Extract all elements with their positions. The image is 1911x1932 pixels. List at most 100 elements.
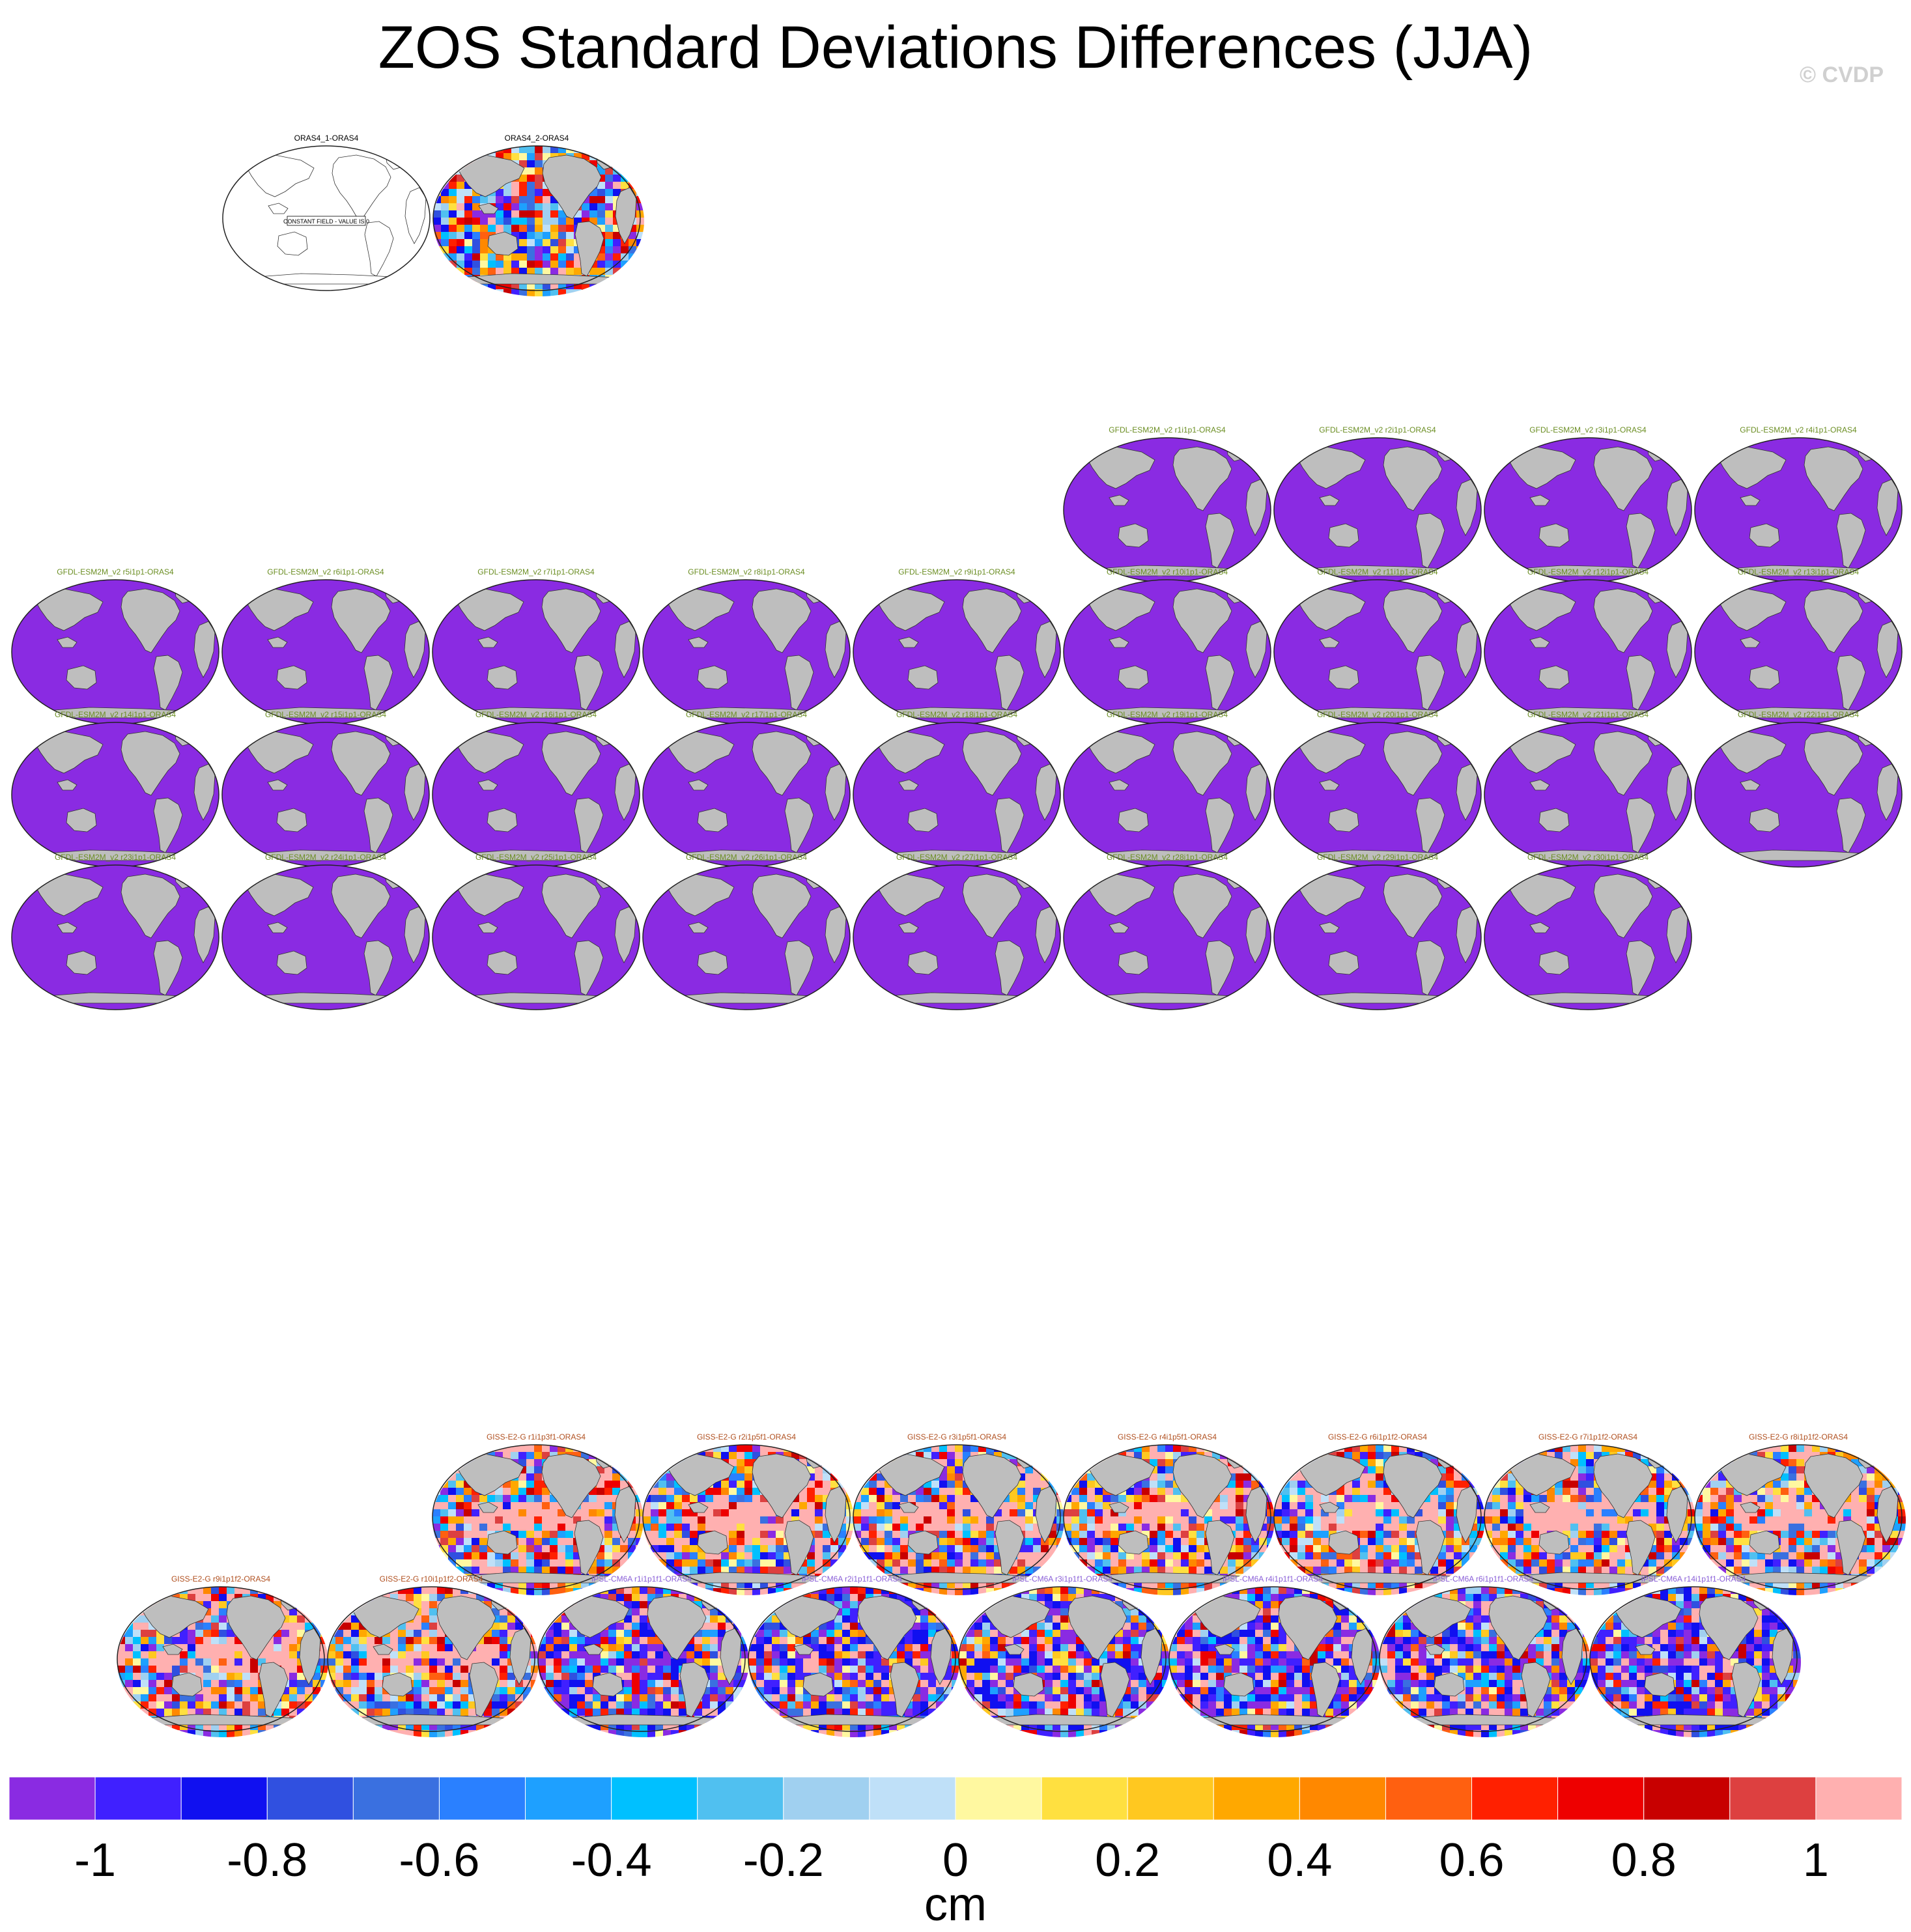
panel-title: GFDL-ESM2M_v2 r24i1p1-ORAS4 [265,853,386,862]
colorbar-unit-label: cm [924,1879,987,1931]
panel-title: GFDL-ESM2M_v2 r13i1p1-ORAS4 [1738,567,1859,576]
map-panel: GFDL-ESM2M_v2 r24i1p1-ORAS4 [221,853,430,1010]
map-panel: GFDL-ESM2M_v2 r26i1p1-ORAS4 [642,853,851,1010]
map-panel: ORAS4_1-ORAS4 CONSTANT FIELD - VALUE IS 0 [222,134,431,291]
colorbar-box [8,1776,96,1821]
colorbar-box [783,1776,870,1821]
colorbar-box [438,1776,526,1821]
map-field [432,580,640,724]
colorbar-tick-label: 0.2 [1095,1834,1160,1886]
panel-title: GFDL-ESM2M_v2 r30i1p1-ORAS4 [1527,853,1649,862]
map-panel: GFDL-ESM2M_v2 r13i1p1-ORAS4 [1694,567,1903,725]
panel-title: IPSL-CM6A r2i1p1f1-ORAS4 [802,1574,902,1584]
colorbar-tick-label: -0.4 [571,1834,652,1886]
panel-title: GFDL-ESM2M_v2 r14i1p1-ORAS4 [55,710,176,719]
map-panel: GFDL-ESM2M_v2 r17i1p1-ORAS4 [642,710,851,868]
colorbar-box [525,1776,612,1821]
panel-title: GFDL-ESM2M_v2 r11i1p1-ORAS4 [1317,567,1438,576]
map-field [1380,1587,1591,1737]
map-panel: GFDL-ESM2M_v2 r9i1p1-ORAS4 [853,567,1061,725]
panel-title: GFDL-ESM2M_v2 r21i1p1-ORAS4 [1527,710,1649,719]
colorbar-tick-label: -0.8 [227,1834,307,1886]
map-field [1064,865,1271,1010]
panel-title: GISS-E2-G r7i1p1f2-ORAS4 [1538,1432,1637,1442]
colorbar-box [611,1776,698,1821]
map-field [1064,580,1271,724]
colorbar-box [697,1776,784,1821]
panel-title: ORAS4_1-ORAS4 [294,134,359,143]
map-panel: GFDL-ESM2M_v2 r19i1p1-ORAS4 [1063,710,1271,868]
panel-title: GFDL-ESM2M_v2 r28i1p1-ORAS4 [1107,853,1228,862]
map-field [1695,438,1902,582]
panel-title: GISS-E2-G r3i1p5f1-ORAS4 [907,1432,1006,1442]
map-field [432,722,640,867]
copyright-label: © CVDP [1800,63,1884,87]
colorbar-box [352,1776,440,1821]
map-panel: GFDL-ESM2M_v2 r23i1p1-ORAS4 [11,853,219,1010]
panel-title: GFDL-ESM2M_v2 r3i1p1-ORAS4 [1529,425,1647,434]
figure-title: ZOS Standard Deviations Differences (JJA… [378,14,1533,81]
map-panel: GFDL-ESM2M_v2 r28i1p1-ORAS4 [1063,853,1271,1010]
panel-title: GISS-E2-G r9i1p1f2-ORAS4 [171,1574,270,1584]
map-panel: GFDL-ESM2M_v2 r2i1p1-ORAS4 [1273,425,1482,583]
map-field [1274,580,1481,724]
panel-title: IPSL-CM6A r14i1p1f1-ORAS4 [1641,1574,1746,1584]
map-panel: GFDL-ESM2M_v2 r1i1p1-ORAS4 [1063,425,1271,583]
map-field [853,722,1060,867]
panel-title: GFDL-ESM2M_v2 r9i1p1-ORAS4 [898,567,1015,576]
panel-title: GFDL-ESM2M_v2 r5i1p1-ORAS4 [57,567,174,576]
colorbar-box [1041,1776,1128,1821]
map-panel: GFDL-ESM2M_v2 r6i1p1-ORAS4 [221,567,430,725]
panel-title: GFDL-ESM2M_v2 r4i1p1-ORAS4 [1740,425,1857,434]
colorbar-box [1385,1776,1473,1821]
panel-title: IPSL-CM6A r4i1p1f1-ORAS4 [1223,1574,1323,1584]
map-field [1064,722,1271,867]
colorbar-box [1299,1776,1386,1821]
map-panel: GFDL-ESM2M_v2 r21i1p1-ORAS4 [1484,710,1692,868]
map-panel: GFDL-ESM2M_v2 r30i1p1-ORAS4 [1484,853,1692,1010]
map-panel: GISS-E2-G r3i1p5f1-ORAS4 [853,1432,1064,1595]
colorbar-box [266,1776,354,1821]
panel-title: GFDL-ESM2M_v2 r8i1p1-ORAS4 [688,567,805,576]
panel-title: GFDL-ESM2M_v2 r26i1p1-ORAS4 [686,853,807,862]
map-panel: GFDL-ESM2M_v2 r29i1p1-ORAS4 [1273,853,1482,1010]
colorbar-box [94,1776,182,1821]
map-field [643,722,850,867]
panel-title: GISS-E2-G r1i1p3f1-ORAS4 [487,1432,586,1442]
panel-title: GISS-E2-G r8i1p1f2-ORAS4 [1749,1432,1848,1442]
map-panel: GFDL-ESM2M_v2 r15i1p1-ORAS4 [221,710,430,868]
map-panel: GFDL-ESM2M_v2 r20i1p1-ORAS4 [1273,710,1482,868]
panel-title: GISS-E2-G r2i1p5f1-ORAS4 [697,1432,796,1442]
map-panel: GFDL-ESM2M_v2 r14i1p1-ORAS4 [11,710,219,868]
colorbar-box [955,1776,1042,1821]
map-field [1274,438,1481,582]
panel-title: GFDL-ESM2M_v2 r17i1p1-ORAS4 [686,710,807,719]
map-panel: GFDL-ESM2M_v2 r11i1p1-ORAS4 [1273,567,1482,725]
panel-title: GFDL-ESM2M_v2 r1i1p1-ORAS4 [1109,425,1226,434]
panel-title: GISS-E2-G r4i1p5f1-ORAS4 [1118,1432,1217,1442]
panel-title: GFDL-ESM2M_v2 r7i1p1-ORAS4 [477,567,595,576]
panel-title: GFDL-ESM2M_v2 r29i1p1-ORAS4 [1317,853,1438,862]
panel-title: GFDL-ESM2M_v2 r18i1p1-ORAS4 [896,710,1017,719]
panel-title: GFDL-ESM2M_v2 r19i1p1-ORAS4 [1107,710,1228,719]
map-field [222,580,429,724]
map-panel: GFDL-ESM2M_v2 r12i1p1-ORAS4 [1484,567,1692,725]
map-field [222,722,429,867]
colorbar-tick-label: 1 [1803,1834,1829,1886]
colorbar-tick-label: -0.2 [743,1834,824,1886]
panel-title: GFDL-ESM2M_v2 r12i1p1-ORAS4 [1527,567,1649,576]
map-field [1169,1587,1380,1737]
map-panel: GFDL-ESM2M_v2 r16i1p1-ORAS4 [432,710,640,868]
panel-title: GFDL-ESM2M_v2 r20i1p1-ORAS4 [1317,710,1438,719]
constant-field-note: CONSTANT FIELD - VALUE IS 0 [283,218,369,225]
colorbar-box [1213,1776,1300,1821]
map-field [432,865,640,1010]
colorbar-box [869,1776,956,1821]
map-panel: GFDL-ESM2M_v2 r8i1p1-ORAS4 [642,567,851,725]
map-field [1484,722,1692,867]
panel-title: GFDL-ESM2M_v2 r22i1p1-ORAS4 [1738,710,1859,719]
map-panel: IPSL-CM6A r4i1p1f1-ORAS4 [1168,1574,1380,1737]
map-field [1695,722,1902,867]
colorbar-box [1815,1776,1903,1821]
